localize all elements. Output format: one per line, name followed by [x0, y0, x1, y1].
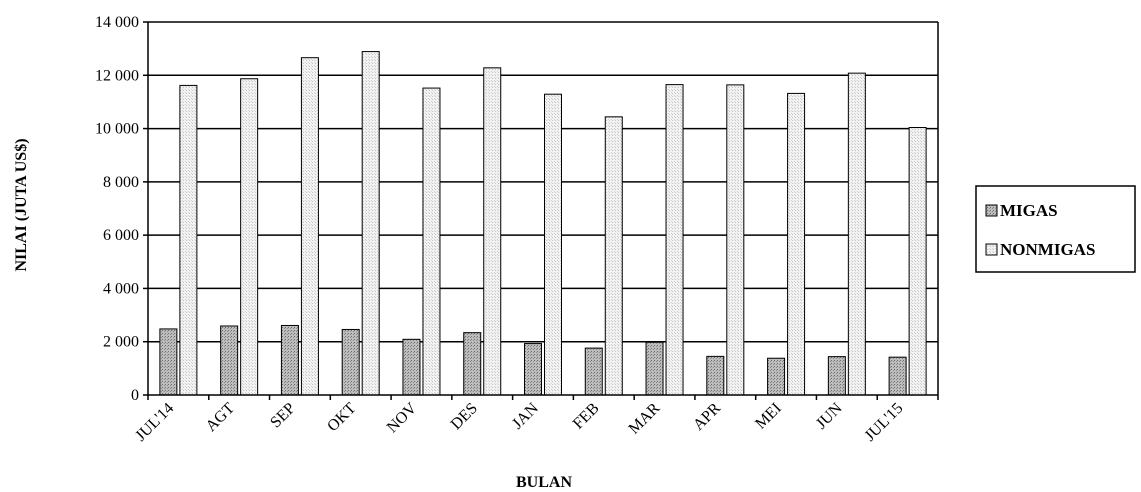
x-tick-label: JUN — [813, 399, 846, 432]
x-tick-label: MAR — [626, 400, 664, 438]
y-tick-label: 14 000 — [95, 14, 139, 31]
x-tick-label: SEP — [267, 400, 299, 432]
legend-swatch-migas — [985, 204, 998, 217]
bar-migas-10 — [767, 357, 786, 396]
bar-nonmigas-6 — [544, 93, 562, 396]
legend-swatch-nonmigas — [985, 243, 998, 256]
x-tick-label: OKT — [324, 400, 359, 435]
y-tick-label: 2 000 — [103, 334, 139, 351]
bar-nonmigas-1 — [240, 78, 259, 396]
bar-migas-11 — [827, 356, 846, 396]
x-axis-ticks: JUL'14 AGT SEP OKT NOV DES JAN FEB MAR APR MEI JUN J… — [132, 395, 939, 445]
x-tick-label: AGT — [203, 400, 238, 435]
x-tick-label: JUL'15 — [862, 400, 907, 445]
x-tick-label: DES — [448, 400, 481, 433]
y-tick-label: 12 000 — [95, 67, 139, 84]
bar-nonmigas-4 — [422, 87, 441, 396]
x-tick-label: NOV — [384, 399, 421, 436]
bar-migas-1 — [220, 325, 239, 396]
bar-nonmigas-2 — [300, 57, 319, 396]
x-axis-title: BULAN — [516, 474, 572, 491]
legend: MIGAS NONMIGAS — [975, 185, 1136, 273]
bars — [159, 51, 927, 396]
legend-label-nonmigas: NONMIGAS — [1000, 240, 1095, 259]
bar-migas-3 — [341, 328, 360, 396]
y-tick-label: 4 000 — [103, 280, 139, 297]
y-axis-ticks: 0 2 000 4 000 6 000 8 000 10 000 12 000 14 000 — [95, 14, 148, 404]
bar-nonmigas-12 — [908, 127, 927, 396]
bar-nonmigas-10 — [787, 92, 806, 396]
bar-migas-12 — [888, 356, 907, 396]
y-axis-title: NILAI (JUTA US$) — [13, 138, 30, 271]
axes — [147, 22, 939, 396]
bar-migas-0 — [159, 328, 178, 396]
bar-migas-5 — [463, 332, 482, 396]
bar-nonmigas-3 — [361, 51, 380, 396]
bar-nonmigas-7 — [604, 116, 623, 396]
bar-migas-2 — [280, 324, 299, 396]
bar-nonmigas-11 — [847, 72, 866, 396]
x-tick-label: FEB — [570, 400, 603, 433]
x-tick-label: JAN — [509, 399, 542, 432]
bar-nonmigas-5 — [483, 67, 502, 396]
bar-nonmigas-8 — [665, 84, 684, 396]
bar-nonmigas-0 — [179, 84, 198, 396]
y-tick-label: 8 000 — [103, 174, 139, 191]
x-tick-label: APR — [690, 400, 724, 434]
bar-migas-9 — [706, 355, 725, 396]
bar-migas-6 — [524, 343, 542, 396]
bar-migas-4 — [402, 338, 421, 396]
gridlines — [148, 21, 938, 343]
y-tick-label: 6 000 — [103, 227, 139, 244]
bar-migas-7 — [584, 347, 603, 396]
x-tick-label: MEI — [752, 400, 785, 433]
bar-nonmigas-9 — [726, 84, 745, 396]
x-tick-label: JUL'14 — [132, 400, 177, 445]
bar-migas-8 — [645, 341, 664, 396]
y-tick-label: 0 — [131, 387, 139, 404]
y-tick-label: 10 000 — [95, 121, 139, 138]
legend-label-migas: MIGAS — [1000, 201, 1058, 220]
legend-box — [975, 185, 1136, 273]
